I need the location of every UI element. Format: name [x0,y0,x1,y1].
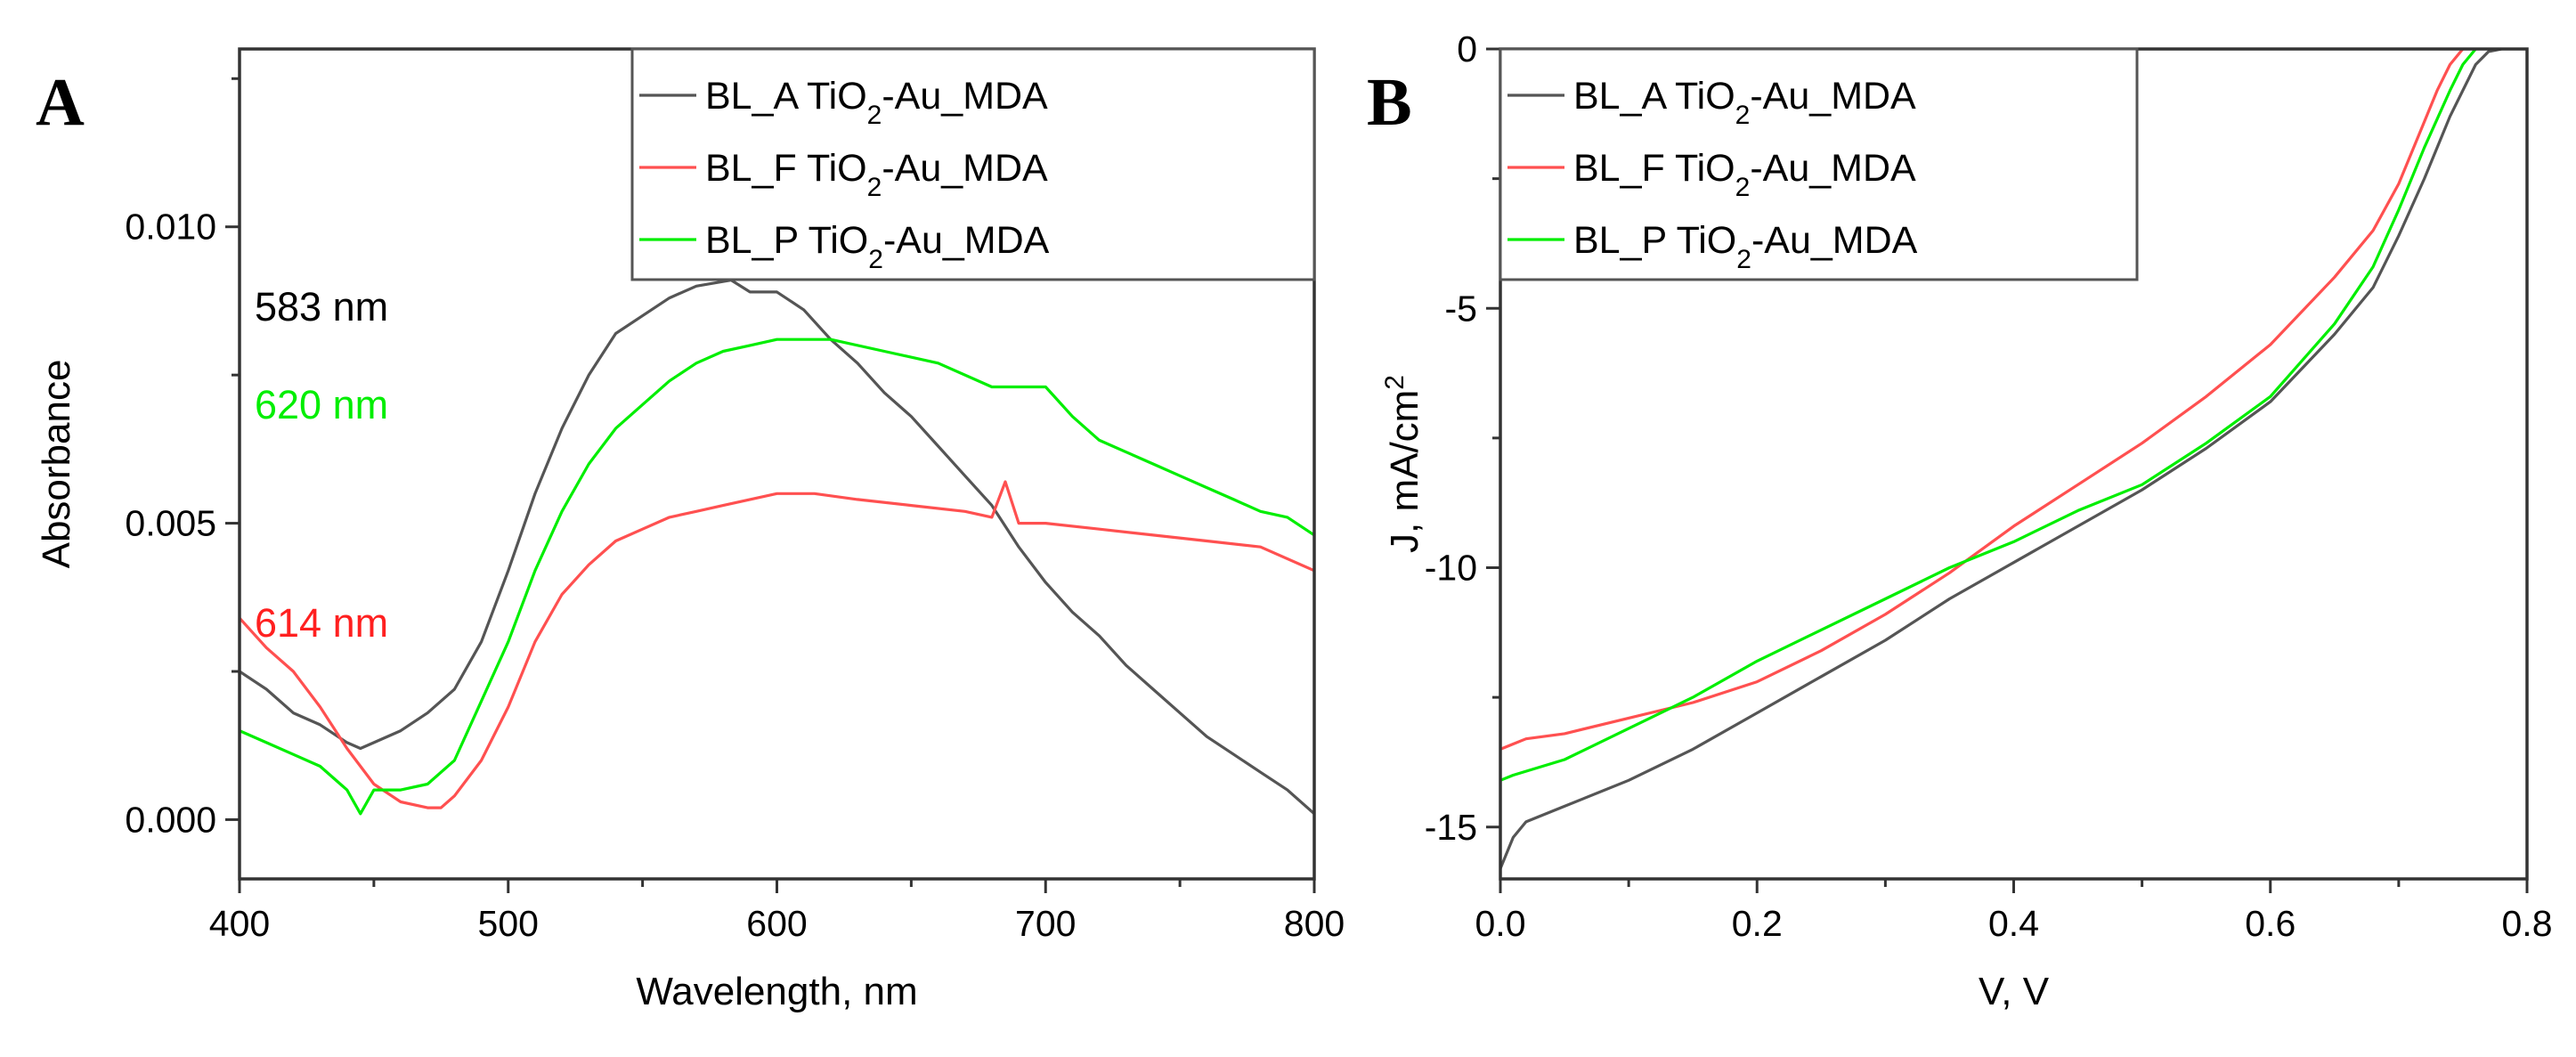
peak-annotation: 583 nm [255,284,388,329]
legend: BL_A TiO2-Au_MDA BL_F TiO2-Au_MDA BL_P TiO… [1499,47,2139,281]
y-tick-label: 0.010 [125,207,216,248]
x-axis-title: V, V [1979,970,2050,1013]
y-tick-label: -15 [1425,807,1477,848]
y-axis-title: Absorbance [35,360,78,569]
x-tick-label: 0.2 [1732,903,1783,944]
legend-label: BL_F TiO2-Au_MDA [1573,147,1916,202]
series-line-1 [239,279,1316,815]
series-line-3 [1499,47,2477,782]
x-tick-label: 0.6 [2245,903,2296,944]
x-tick-label: 800 [1284,903,1345,944]
x-axis-title: Wavelength, nm [636,970,917,1013]
y-tick-label: 0.000 [125,799,216,840]
legend-label: BL_A TiO2-Au_MDA [705,75,1048,130]
panel-label: A [36,65,85,140]
x-tick-label: 0.8 [2502,903,2553,944]
legend-box [630,47,1316,281]
series-line-3 [239,337,1315,816]
x-tick-label: 500 [478,903,539,944]
series-line-1 [1499,47,2502,870]
y-tick-label: -10 [1425,548,1477,589]
panel-label: B [1367,65,1412,140]
peak-annotation: 614 nm [255,600,388,646]
x-tick-label: 700 [1015,903,1076,944]
legend-label: BL_A TiO2-Au_MDA [1573,75,1916,130]
panel-b: B 0.0 0.2 0.4 0.6 0.8 0 -5 -10 -15 V, V J, mA/cm2 BL… [1367,28,2553,1013]
x-tick-label: 0.4 [1988,903,2039,944]
panel-a: A 400 500 600 700 800 0.000 0.005 0.010 Wavelengt… [35,47,1345,1013]
y-tick-label: 0.005 [125,503,216,544]
x-tick-label: 600 [746,903,807,944]
legend-label: BL_P TiO2-Au_MDA [705,219,1050,274]
legend: BL_A TiO2-Au_MDA BL_F TiO2-Au_MDA BL_P TiO… [630,47,1316,281]
legend-label: BL_F TiO2-Au_MDA [705,147,1048,202]
series-line-2 [1499,47,2465,751]
peak-annotation: 620 nm [255,382,388,427]
legend-box [1499,47,2139,281]
x-tick-label: 0.0 [1475,903,1526,944]
y-tick-label: 0 [1457,28,1477,69]
y-axis-title: J, mA/cm2 [1380,375,1427,553]
legend-label: BL_P TiO2-Au_MDA [1573,219,1918,274]
series-line-2 [238,480,1315,809]
x-tick-label: 400 [209,903,270,944]
y-tick-label: -5 [1445,288,1477,329]
